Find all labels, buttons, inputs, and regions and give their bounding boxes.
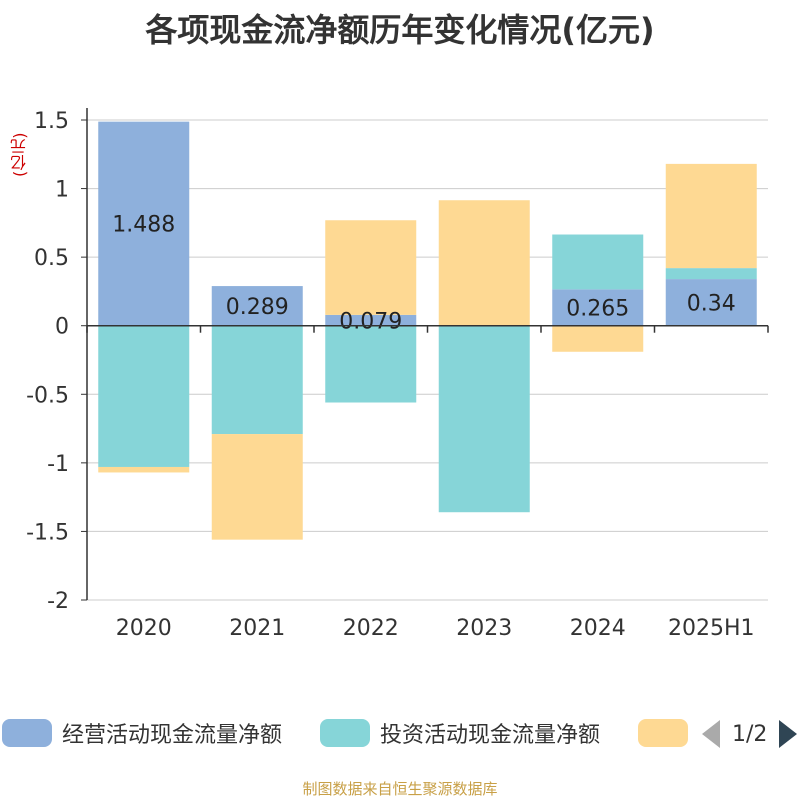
legend: 经营活动现金流量净额 投资活动现金流量净额 1/2: [0, 715, 800, 755]
legend-item-investing[interactable]: 投资活动现金流量净额: [320, 715, 600, 751]
bar-series2-2021: [211, 434, 303, 540]
bar-series2-2020: [98, 466, 190, 473]
data-label: 1.488: [112, 213, 175, 238]
bar-series0-2020: [98, 121, 190, 326]
bar-series0-2025H1: [665, 279, 757, 326]
data-label: 0.079: [339, 309, 402, 334]
bar-series1-2025H1: [665, 268, 757, 280]
bar-series2-2022: [325, 220, 417, 315]
bar-series2-2024: [552, 325, 644, 352]
legend-pager: 1/2: [702, 719, 798, 749]
bar-series1-2021: [211, 325, 303, 435]
legend-swatch-financing: [638, 719, 688, 747]
bar-series2-2025H1: [665, 163, 757, 269]
legend-item-operating[interactable]: 经营活动现金流量净额: [2, 715, 282, 751]
source-footer: 制图数据来自恒生聚源数据库: [302, 780, 498, 798]
x-tick-label: 2021: [229, 616, 285, 641]
bar-series0-2022: [325, 314, 417, 326]
legend-item-financing[interactable]: [638, 715, 698, 751]
legend-page-indicator: 1/2: [732, 721, 768, 747]
x-tick-label: 2022: [343, 616, 399, 641]
bar-series2-2023: [438, 200, 530, 326]
y-tick-label: 1.5: [34, 109, 69, 134]
data-label: 0.265: [566, 297, 629, 322]
x-tick-label: 2024: [570, 616, 626, 641]
legend-swatch-operating: [2, 719, 52, 747]
legend-prev-icon[interactable]: [702, 720, 720, 748]
bar-series1-2022: [325, 325, 417, 403]
chart-title: 各项现金流净额历年变化情况(亿元): [145, 11, 655, 49]
x-tick-label: 2025H1: [668, 616, 755, 641]
x-tick-label: 2023: [456, 616, 512, 641]
data-label: 0.34: [687, 291, 736, 316]
y-tick-label: 0.5: [34, 246, 69, 271]
bar-chart: 1.5 1 0.5 0 -0.5 -1 -1.5 -2 1.488 0.289 0.079 0.265…: [26, 108, 769, 641]
data-label: 0.289: [226, 295, 289, 320]
legend-label-investing: 投资活动现金流量净额: [380, 723, 601, 748]
y-tick-label: -0.5: [26, 383, 69, 408]
bar-series1-2020: [98, 325, 190, 467]
y-tick-label: -1: [47, 452, 69, 477]
y-tick-label: -1.5: [26, 520, 69, 545]
y-tick-label: 0: [55, 315, 69, 340]
bar-series1-2024: [552, 234, 644, 290]
legend-swatch-investing: [320, 719, 370, 747]
y-tick-label: -2: [47, 589, 69, 614]
y-tick-label: 1: [55, 178, 69, 203]
bar-series0-2024: [552, 289, 644, 326]
legend-next-icon[interactable]: [779, 720, 798, 748]
bar-series0-2021: [211, 286, 303, 326]
bar-series1-2023: [438, 325, 530, 513]
x-tick-label: 2020: [116, 616, 172, 641]
legend-label-operating: 经营活动现金流量净额: [62, 723, 283, 748]
